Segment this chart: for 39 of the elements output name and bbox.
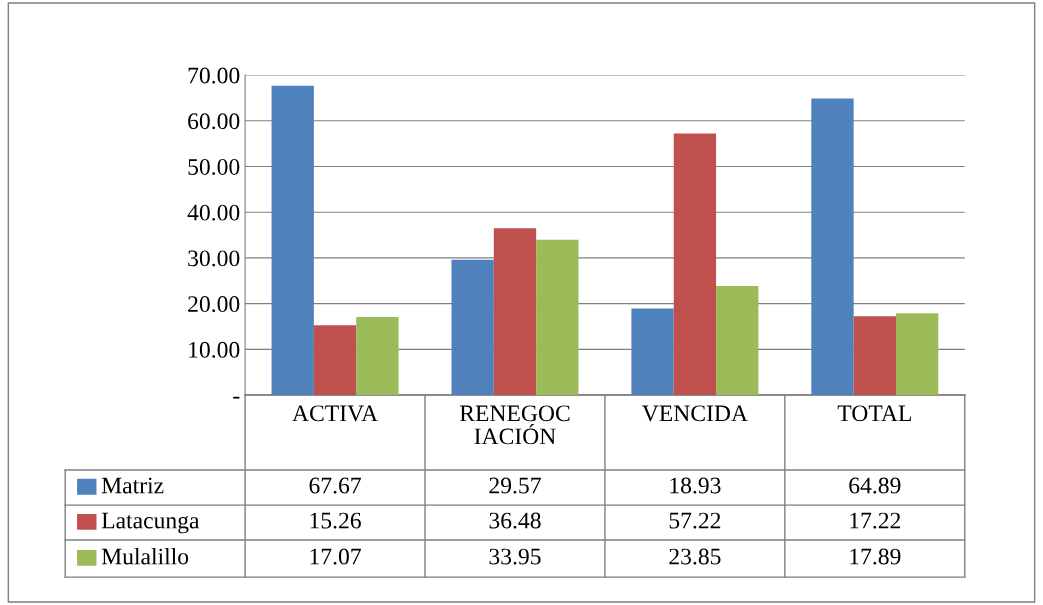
data-label: 64.89: [849, 477, 901, 494]
legend-label: Matriz: [101, 477, 164, 494]
legend-label: Mulalillo: [101, 547, 189, 565]
data-label: 17.22: [850, 512, 901, 529]
legend-label: Latacunga: [101, 512, 200, 534]
bar: [631, 308, 674, 396]
bar: [716, 286, 759, 396]
x-tick-label: RENEGOC IACIÓN: [459, 405, 570, 445]
y-tick-label: 50.00: [188, 158, 240, 175]
data-label: 18.93: [670, 477, 721, 494]
y-tick-label: 40.00: [187, 204, 240, 221]
x-tick-label: ACTIVA: [292, 405, 378, 422]
data-label: 23.85: [669, 548, 721, 565]
bar: [536, 239, 579, 396]
y-tick-label: 70.00: [188, 67, 240, 84]
y-tick-label: 60.00: [188, 113, 240, 130]
bar: [493, 228, 537, 396]
data-label: 29.57: [489, 477, 541, 494]
y-tick-label: 10.00: [189, 341, 240, 358]
bar: [271, 85, 314, 396]
data-label: 57.22: [669, 512, 721, 529]
x-tick-label: VENCIDA: [642, 405, 748, 422]
x-tick-label: TOTAL: [837, 405, 911, 422]
data-label: 15.26: [310, 512, 361, 529]
y-tick-label: 20.00: [188, 296, 240, 313]
data-label: 36.48: [489, 512, 541, 529]
bar: [356, 317, 399, 396]
data-label: 33.95: [489, 548, 541, 565]
bar: [673, 133, 717, 396]
data-label: 17.89: [850, 548, 901, 565]
bar: [313, 325, 357, 396]
bar: [811, 98, 854, 396]
bar: [853, 316, 896, 396]
bar: [451, 259, 494, 396]
data-label: 17.07: [310, 548, 361, 565]
y-tick-label: -: [233, 396, 240, 399]
data-label: 67.67: [309, 477, 361, 494]
y-tick-label: 30.00: [188, 250, 240, 267]
bar: [895, 313, 939, 396]
